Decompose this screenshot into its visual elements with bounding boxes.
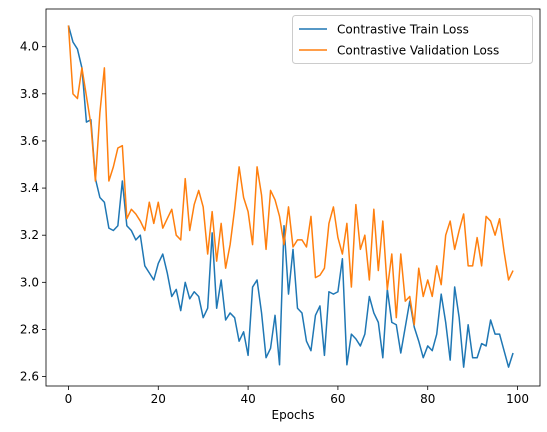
- y-tick-label: 2.6: [20, 370, 39, 384]
- x-tick-label: 60: [330, 392, 345, 406]
- series-layer: [67, 25, 514, 368]
- series-line-validation: [67, 25, 514, 326]
- x-tick-label: 20: [151, 392, 166, 406]
- x-axis: 0 20 40 60 80 100: [65, 386, 529, 406]
- y-axis: 2.6 2.8 3.0 3.2 3.4 3.6 3.8 4.0: [20, 40, 46, 384]
- legend-box: [292, 15, 533, 64]
- x-tick-label: 40: [240, 392, 255, 406]
- y-tick-label: 3.8: [20, 87, 39, 101]
- y-tick-label: 3.2: [20, 228, 39, 242]
- x-axis-title: Epochs: [272, 408, 315, 422]
- x-tick-label: 0: [65, 392, 73, 406]
- x-tick-label: 80: [420, 392, 435, 406]
- y-tick-label: 3.4: [20, 181, 39, 195]
- legend-label-train: Contrastive Train Loss: [337, 23, 469, 37]
- x-tick-label: 100: [506, 392, 529, 406]
- legend-label-validation: Contrastive Validation Loss: [337, 44, 499, 58]
- plot-frame: [45, 8, 541, 387]
- series-line-train: [67, 25, 514, 368]
- legend: Contrastive Train Loss Contrastive Valid…: [292, 15, 533, 64]
- y-tick-label: 3.6: [20, 134, 39, 148]
- y-tick-label: 3.0: [20, 275, 39, 289]
- y-tick-label: 2.8: [20, 322, 39, 336]
- y-tick-label: 4.0: [20, 40, 39, 54]
